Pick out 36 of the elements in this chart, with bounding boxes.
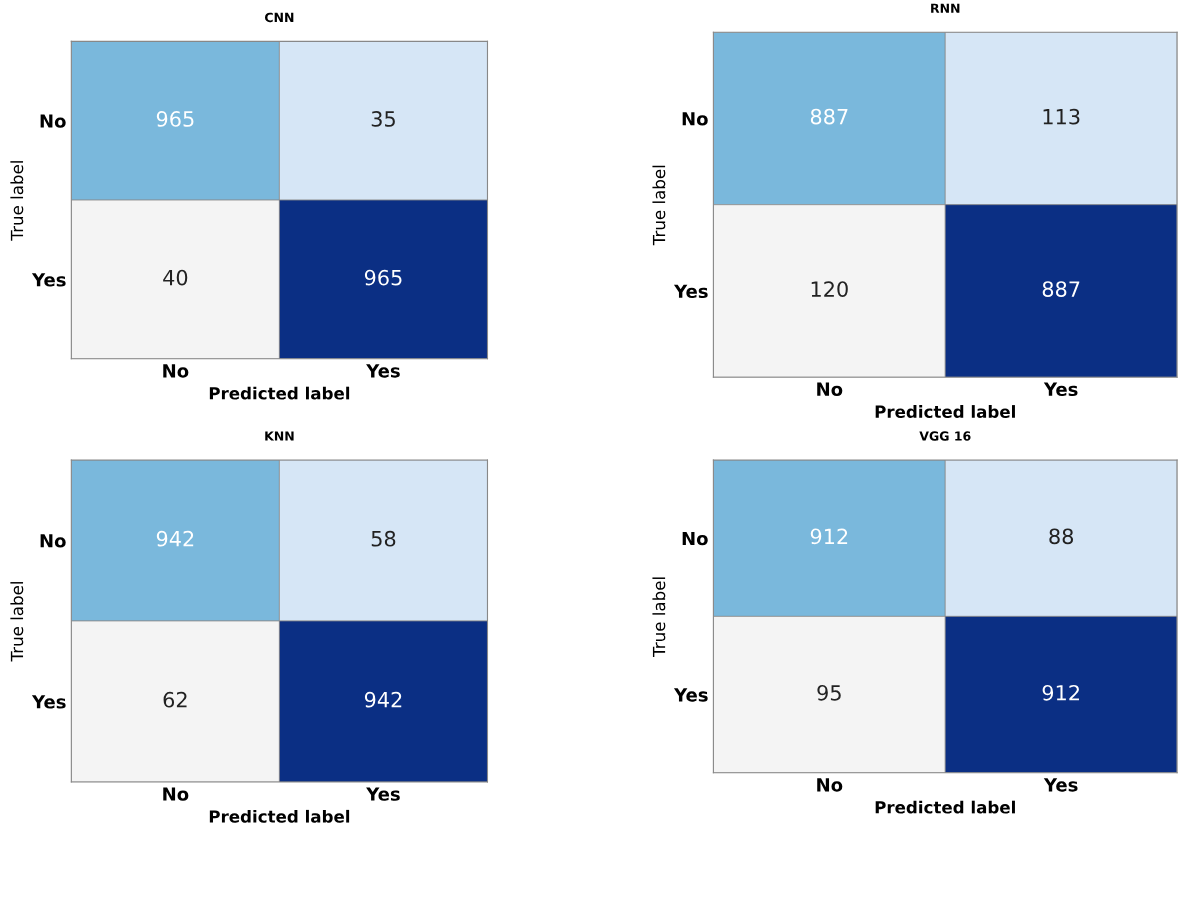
x-axis-title: Predicted label: [875, 800, 1015, 814]
data-label: 40: [163, 269, 188, 286]
data-label: 120: [811, 281, 848, 297]
x-axis-title: Predicted label: [875, 405, 1015, 418]
chart-title: KNN: [265, 431, 294, 441]
y-tick-label: Yes: [31, 695, 66, 709]
x-axis-title: Predicted label: [209, 386, 350, 400]
data-label: 912: [810, 528, 848, 545]
y-tick-label: No: [682, 531, 708, 546]
y-tick-label: No: [40, 534, 66, 548]
y-tick-label: Yes: [31, 273, 66, 287]
y-tick-label: Yes: [673, 688, 708, 702]
y-tick-label: Yes: [673, 284, 708, 299]
data-label: 942: [156, 530, 194, 547]
data-label: 887: [810, 108, 848, 125]
data-label: 58: [371, 530, 396, 547]
chart-title: RNN: [931, 3, 960, 13]
y-axis-title: True label: [10, 161, 24, 241]
data-label: 912: [1042, 684, 1079, 701]
data-label: 965: [364, 269, 402, 286]
data-label: 62: [163, 691, 187, 708]
y-tick-label: No: [682, 112, 708, 126]
data-label: 942: [364, 691, 402, 708]
data-label: 887: [1042, 281, 1080, 297]
chart-title: VGG 16: [919, 431, 971, 441]
y-tick-label: No: [40, 114, 66, 128]
chart-title: CNN: [264, 12, 294, 23]
data-label: 88: [1049, 528, 1074, 545]
data-label: 113: [1043, 108, 1080, 125]
y-axis-title: True label: [652, 165, 666, 246]
data-label: 965: [156, 111, 194, 127]
y-axis-title: True label: [652, 577, 666, 657]
data-label: 95: [817, 684, 841, 701]
y-axis-title: True label: [10, 582, 24, 662]
data-label: 35: [371, 111, 395, 127]
x-axis-title: Predicted label: [209, 809, 350, 823]
